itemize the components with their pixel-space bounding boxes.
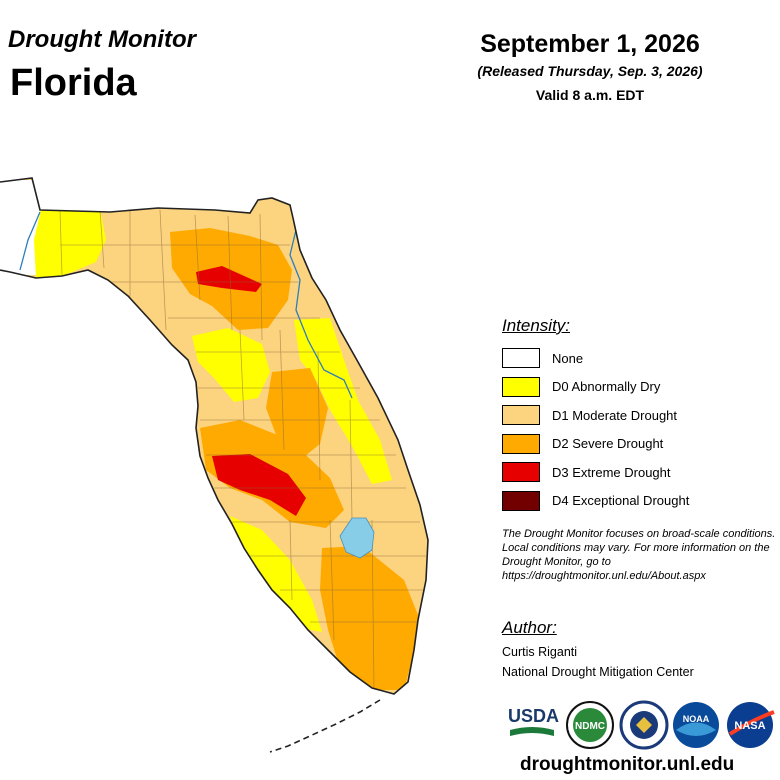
legend-title: Intensity: — [502, 316, 571, 335]
svg-text:NOAA: NOAA — [683, 714, 710, 724]
florida-drought-map — [0, 177, 429, 753]
legend-label: D2 Severe Drought — [552, 436, 664, 451]
website-url[interactable]: droughtmonitor.unl.edu — [520, 754, 735, 775]
legend-swatch — [502, 405, 540, 425]
legend-item: D3 Extreme Drought — [502, 461, 671, 483]
disclaimer-note: The Drought Monitor focuses on broad-sca… — [502, 528, 776, 582]
florida-keys — [269, 699, 381, 753]
nasa-logo: NASA — [727, 702, 775, 748]
legend-item: None — [502, 347, 583, 369]
county-lines — [59, 209, 426, 691]
release-date: (Released Thursday, Sep. 3, 2026) — [477, 63, 703, 79]
state-outline — [0, 177, 429, 695]
svg-text:NASA: NASA — [734, 720, 765, 732]
state-title: Florida — [10, 62, 137, 104]
legend-swatch — [502, 490, 540, 511]
st-johns-river — [289, 229, 353, 399]
svg-text:USDA: USDA — [508, 706, 559, 726]
legend-swatch — [502, 433, 540, 454]
lake-okeechobee — [339, 517, 375, 559]
legend-swatch — [502, 376, 540, 397]
d2-area-south — [320, 546, 420, 690]
author-organization: National Drought Mitigation Center — [502, 665, 694, 679]
d0-area-westcentral — [192, 328, 270, 402]
noaa-logo: NOAA — [673, 702, 719, 748]
d3-area-tampa — [212, 454, 306, 516]
d0-area-panhandle — [34, 205, 106, 278]
ndmc-logo: NDMC — [566, 701, 614, 749]
usda-logo: USDA — [508, 706, 559, 736]
doc-logo — [619, 700, 669, 750]
legend-swatch — [502, 462, 540, 482]
author-name: Curtis Riganti — [502, 645, 578, 659]
apalachicola-river — [19, 211, 41, 271]
legend-item: D4 Exceptional Drought — [502, 490, 689, 512]
legend-label: D4 Exceptional Drought — [552, 493, 690, 508]
legend-label: D0 Abnormally Dry — [552, 379, 661, 394]
legend-item: D0 Abnormally Dry — [502, 376, 660, 398]
valid-time: Valid 8 a.m. EDT — [535, 87, 645, 103]
partner-logos: USDA NDMC NOAA NASA — [508, 700, 775, 750]
d3-area-north — [196, 266, 262, 292]
d0-area-southwest — [230, 516, 322, 632]
legend-label: D3 Extreme Drought — [552, 464, 671, 480]
map-subtitle: Drought Monitor — [8, 26, 196, 53]
legend-item: D1 Moderate Drought — [502, 404, 677, 426]
legend-label: D1 Moderate Drought — [552, 407, 678, 423]
legend-item: D2 Severe Drought — [502, 433, 663, 455]
svg-text:NDMC: NDMC — [575, 721, 605, 732]
author-heading: Author: — [502, 618, 557, 637]
legend-swatch — [502, 348, 540, 368]
map-date: September 1, 2026 — [480, 30, 700, 58]
legend-label: None — [552, 350, 584, 366]
